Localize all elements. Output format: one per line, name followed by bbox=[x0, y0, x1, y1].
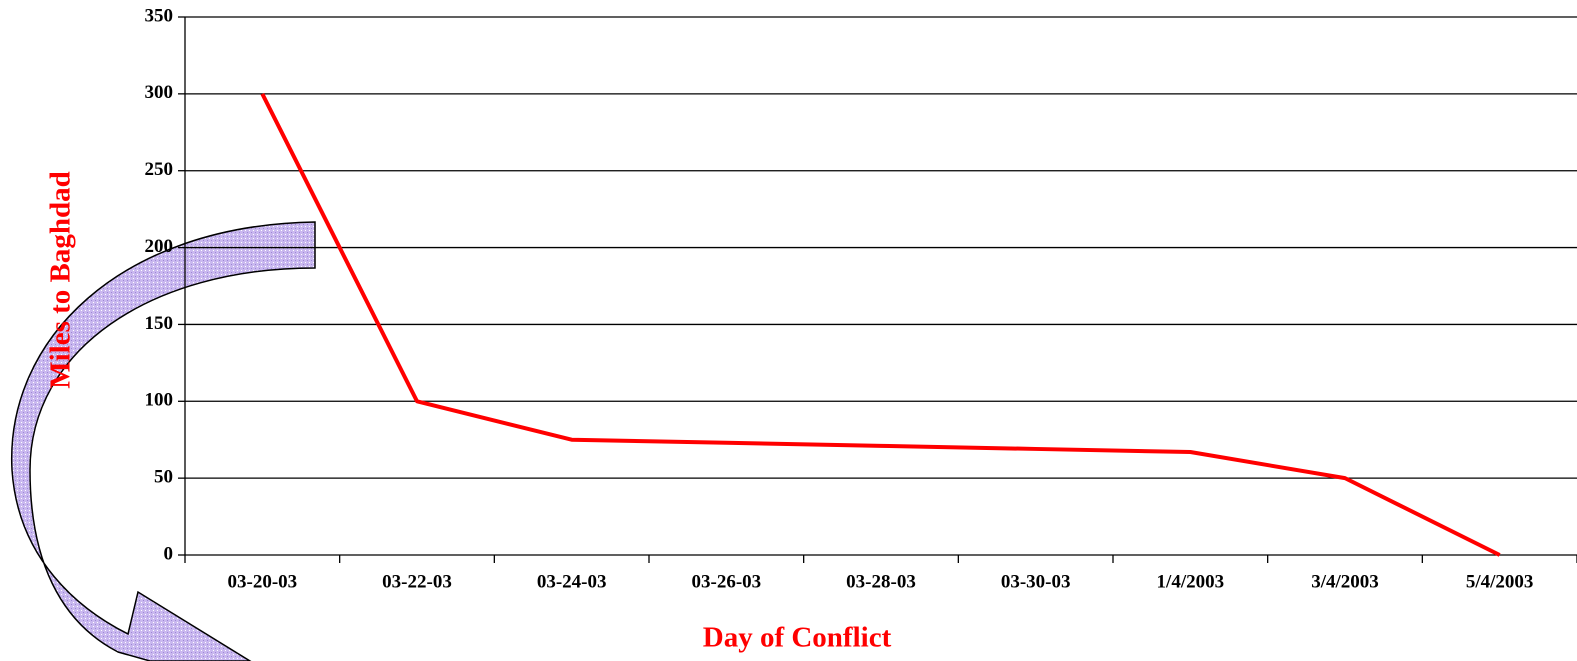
y-axis-title: Miles to Baghdad bbox=[45, 171, 77, 389]
x-tick-label: 1/4/2003 bbox=[1157, 571, 1225, 592]
x-axis-title: Day of Conflict bbox=[703, 622, 892, 654]
x-tick-label: 3/4/2003 bbox=[1311, 571, 1379, 592]
data-line bbox=[260, 92, 1501, 557]
y-tick-label: 250 bbox=[145, 159, 174, 180]
x-tick-label: 03-22-03 bbox=[382, 571, 452, 592]
y-tick-label: 300 bbox=[145, 82, 174, 103]
y-tick-label: 150 bbox=[145, 313, 174, 334]
decorative-arrow bbox=[11, 221, 316, 661]
y-tick-label: 100 bbox=[145, 390, 174, 411]
x-tick-label: 03-26-03 bbox=[692, 571, 762, 592]
y-tick-label: 0 bbox=[164, 543, 174, 564]
x-tick-label: 03-20-03 bbox=[228, 571, 298, 592]
x-tick-label: 03-28-03 bbox=[846, 571, 916, 592]
x-tick-label: 5/4/2003 bbox=[1466, 571, 1534, 592]
y-tick-label: 350 bbox=[145, 5, 174, 26]
y-tick-label: 200 bbox=[145, 236, 174, 257]
x-tick-label: 03-30-03 bbox=[1001, 571, 1071, 592]
x-tick-label: 03-24-03 bbox=[537, 571, 607, 592]
y-tick-label: 50 bbox=[154, 467, 173, 488]
